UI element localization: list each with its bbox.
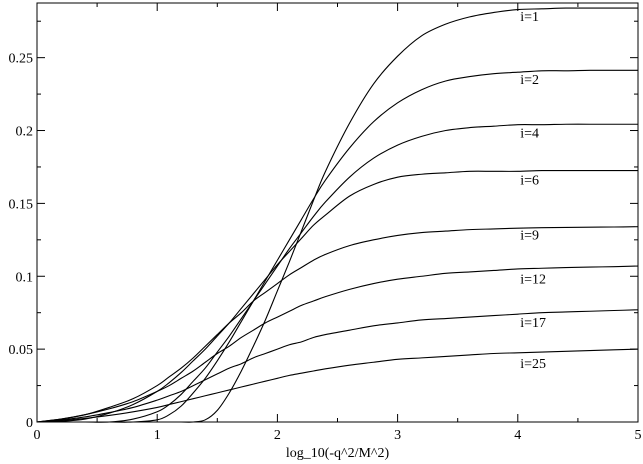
y-tick-label: 0.25: [9, 52, 34, 67]
y-tick-label: 0.05: [9, 343, 34, 358]
y-tick-label: 0.1: [16, 270, 34, 285]
plot-frame: [36, 2, 639, 423]
x-tick-label: 1: [154, 428, 161, 443]
series-line-i=25: [36, 348, 639, 423]
series-line-i=9: [36, 226, 639, 423]
series-label-i=17: i=17: [520, 316, 546, 331]
x-tick-label: 4: [514, 428, 521, 443]
series-line-i=12: [36, 265, 639, 423]
series-label-i=2: i=2: [520, 73, 539, 88]
series-line-i=4: [36, 123, 639, 423]
x-tick-label: 3: [394, 428, 401, 443]
series-layer: [36, 7, 639, 423]
series-line-i=2: [36, 69, 638, 423]
x-axis-label: log_10(-q^2/M^2): [286, 446, 390, 461]
x-tick-label: 2: [274, 428, 281, 443]
y-tick-label: 0.2: [16, 125, 34, 140]
series-label-i=25: i=25: [520, 357, 546, 372]
series-label-i=9: i=9: [520, 229, 539, 244]
axis-layer: 0 1 2 3 4 5 0 0.05 0.1 0.15 0.2 0.25: [9, 3, 642, 443]
y-tick-label: 0.15: [9, 197, 34, 212]
series-line-i=6: [36, 169, 638, 423]
series-label-i=4: i=4: [520, 127, 539, 142]
series-line-i=17: [36, 309, 639, 423]
y-tick-label: 0: [26, 416, 33, 431]
x-tick-label: 0: [34, 428, 41, 443]
series-label-i=6: i=6: [520, 173, 539, 188]
series-label-i=12: i=12: [520, 272, 546, 287]
series-label-layer: i=1 i=2 i=4 i=6 i=9 i=12 i=17 i=25: [520, 10, 546, 372]
x-tick-label: 5: [635, 428, 642, 443]
series-label-i=1: i=1: [520, 10, 539, 25]
